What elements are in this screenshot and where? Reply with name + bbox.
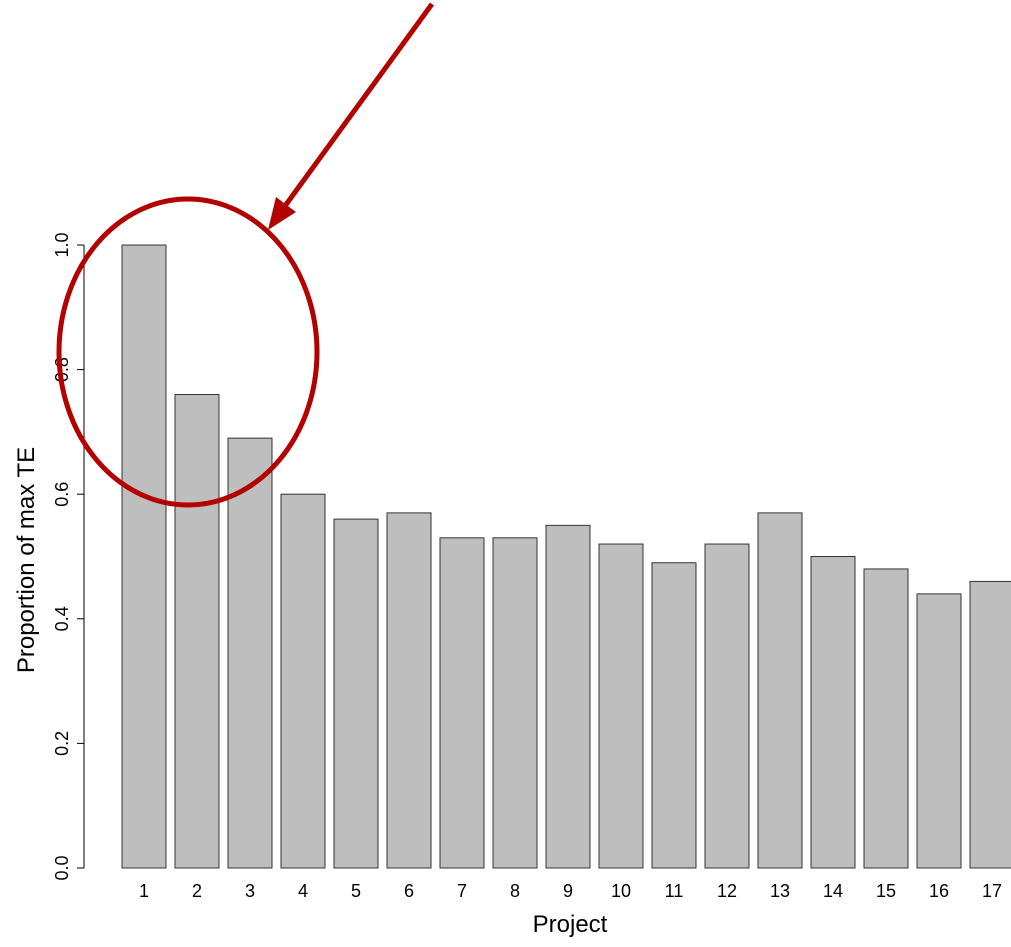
y-tick-label: 0.0	[52, 855, 72, 880]
x-axis-title: Project	[533, 911, 608, 938]
highlight-annotation	[56, 2, 435, 508]
x-tick-label: 12	[717, 881, 737, 901]
bar-16	[916, 593, 962, 869]
y-axis-title: Proportion of max TE	[13, 447, 40, 673]
bar-17	[969, 580, 1011, 869]
bars-group	[121, 244, 1011, 869]
y-tick-label: 1.0	[52, 232, 72, 257]
bar-13	[757, 512, 803, 869]
bar-10	[598, 543, 644, 869]
bar-15	[863, 568, 909, 869]
x-tick-label: 17	[982, 881, 1002, 901]
bar-9	[545, 524, 591, 869]
y-tick-label: 0.6	[52, 482, 72, 507]
x-tick-label: 7	[457, 881, 467, 901]
bar-1	[121, 244, 167, 869]
x-tick-label: 13	[770, 881, 790, 901]
x-axis: 1 2 3 4 5 6 7 8 9 10 11 12 13 14 15 16 17	[139, 881, 1002, 901]
x-tick-label: 16	[929, 881, 949, 901]
x-tick-label: 15	[876, 881, 896, 901]
x-tick-label: 10	[611, 881, 631, 901]
bar-3	[227, 437, 273, 869]
bar-5	[333, 518, 379, 869]
x-tick-label: 6	[404, 881, 414, 901]
x-tick-label: 14	[823, 881, 843, 901]
x-tick-label: 8	[510, 881, 520, 901]
arrow-line	[282, 2, 435, 208]
bar-7	[439, 537, 485, 869]
y-tick-label: 0.4	[52, 606, 72, 631]
x-tick-label: 5	[351, 881, 361, 901]
bar-4	[280, 493, 326, 869]
x-tick-label: 11	[665, 881, 684, 901]
x-tick-label: 1	[139, 881, 149, 901]
arrow-head-icon	[268, 197, 296, 230]
bar-12	[704, 543, 750, 869]
y-axis: 0.00.20.40.60.81.0	[52, 232, 85, 881]
highlight-ellipse	[56, 196, 320, 508]
bar-11	[651, 562, 697, 869]
bar-2	[174, 394, 220, 869]
x-tick-label: 9	[563, 881, 573, 901]
x-tick-label: 4	[298, 881, 308, 901]
x-tick-label: 2	[192, 881, 202, 901]
bar-8	[492, 537, 538, 869]
bar-6	[386, 512, 432, 869]
x-tick-label: 3	[245, 881, 255, 901]
y-tick-label: 0.2	[52, 731, 72, 756]
bar-14	[810, 556, 856, 869]
